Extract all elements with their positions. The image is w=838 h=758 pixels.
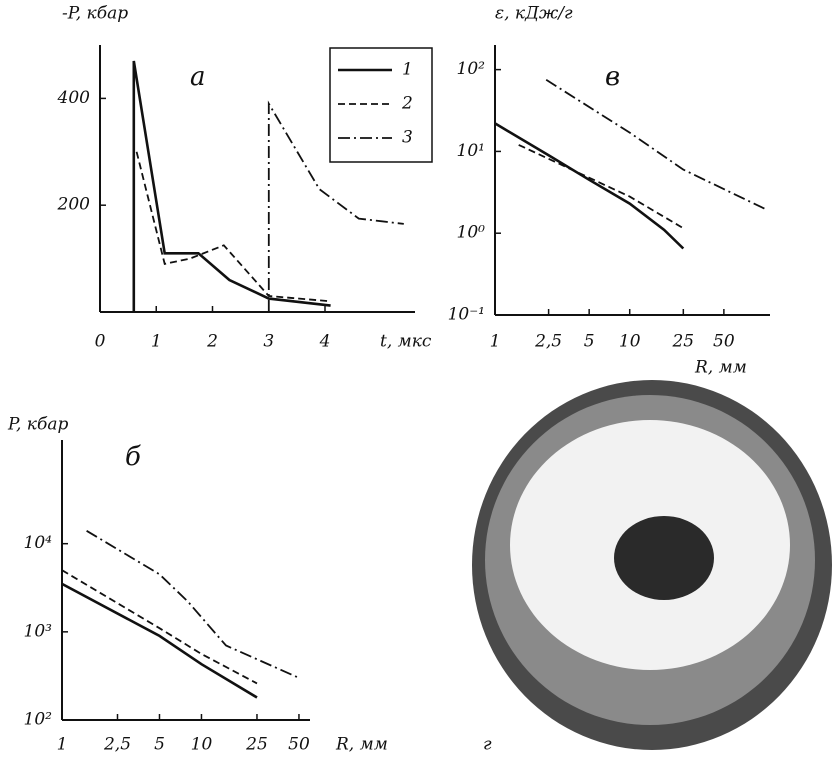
x-tick-label: 1 [57,735,68,755]
y-tick-label: 10⁴ [24,533,53,553]
x-tick-label: 2,5 [534,332,562,352]
series-line [135,151,331,303]
series-line [61,582,258,699]
x-tick-label: 2 [206,332,218,352]
panel-label: б [125,442,141,472]
y-tick-label: 10⁻¹ [448,305,485,325]
y-tick-label: 10³ [24,621,53,641]
y-axis-label: -P, кбар [62,4,128,24]
y-tick-label: 10² [24,710,53,730]
x-tick-label: 50 [713,332,735,352]
photo-spot [614,516,714,600]
x-tick-label: 1 [151,332,162,352]
y-tick-label: 10⁰ [457,223,486,243]
x-tick-label: 2,5 [103,735,131,755]
x-tick-label: 25 [671,332,694,352]
photo-label: г [483,735,492,755]
panel-label: в [605,62,620,92]
series-line [494,122,685,250]
y-axis-label: P, кбар [7,415,68,435]
series-line [132,60,331,312]
series-line [267,100,404,312]
x-tick-label: 10 [191,735,213,755]
panel-label: а [190,62,206,92]
legend-label: 1 [402,60,413,80]
y-tick-label: 400 [57,88,91,108]
x-tick-label: 50 [288,735,310,755]
series-line [61,569,258,685]
y-tick-label: 200 [57,195,91,215]
photo [472,380,832,750]
series-line [545,79,765,210]
x-axis-label: t, мкс [380,332,432,352]
series-line [86,530,300,679]
x-tick-label: 25 [245,735,268,755]
x-tick-label: 5 [584,332,595,352]
series-line [518,144,684,229]
x-axis-label: R, мм [335,735,388,755]
x-tick-label: 1 [490,332,501,352]
y-tick-label: 10¹ [457,141,485,161]
x-axis-label: R, мм [694,358,747,378]
legend-label: 2 [401,94,413,114]
x-tick-label: 0 [95,332,106,352]
x-tick-label: 4 [319,332,331,352]
x-tick-label: 10 [619,332,641,352]
y-tick-label: 10² [457,59,486,79]
x-tick-label: 3 [263,332,274,352]
legend-label: 3 [402,128,413,148]
legend-box [329,47,433,163]
y-axis-label: ε, кДж/г [495,4,573,24]
x-tick-label: 5 [154,735,165,755]
